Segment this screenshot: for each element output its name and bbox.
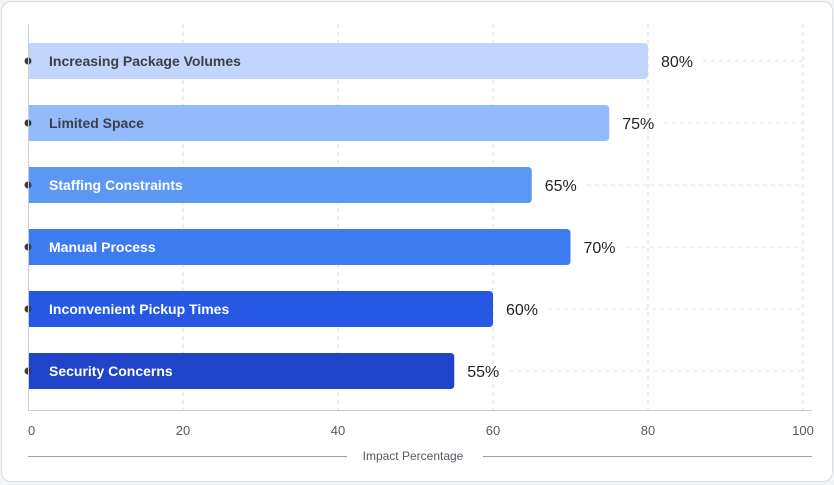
bar-category-label: Inconvenient Pickup Times bbox=[49, 301, 229, 317]
bar[interactable] bbox=[28, 229, 571, 265]
x-tick-label: 40 bbox=[331, 423, 345, 438]
x-tick-label: 0 bbox=[28, 423, 35, 438]
grid-lines bbox=[182, 24, 804, 410]
bar-category-label: Security Concerns bbox=[49, 363, 173, 379]
bar-value-label: 55% bbox=[467, 364, 499, 381]
bar-category-label: Manual Process bbox=[49, 239, 156, 255]
bar[interactable] bbox=[28, 105, 610, 141]
x-axis: 0 20 40 60 80 100 Impact Percentage bbox=[28, 24, 814, 463]
bar-category-label: Limited Space bbox=[49, 115, 144, 131]
bar-category-label: Staffing Constraints bbox=[49, 177, 183, 193]
x-tick-label: 60 bbox=[486, 423, 500, 438]
x-axis-title: Impact Percentage bbox=[363, 449, 464, 463]
x-tick-label: 100 bbox=[792, 423, 814, 438]
bar[interactable] bbox=[28, 353, 455, 389]
bar[interactable] bbox=[28, 43, 648, 79]
bar-value-label: 75% bbox=[622, 116, 654, 133]
bar[interactable] bbox=[28, 291, 493, 327]
bar[interactable] bbox=[28, 167, 532, 203]
bar-value-label: 65% bbox=[545, 178, 577, 195]
bar-category-label: Increasing Package Volumes bbox=[49, 53, 241, 69]
x-tick-label: 80 bbox=[641, 423, 655, 438]
bar-value-label: 70% bbox=[584, 240, 616, 257]
bars-group: Increasing Package Volumes 80% Limited Spa… bbox=[24, 43, 693, 389]
bar-value-label: 80% bbox=[661, 54, 693, 71]
x-tick-label: 20 bbox=[176, 423, 190, 438]
bar-value-label: 60% bbox=[506, 302, 538, 319]
